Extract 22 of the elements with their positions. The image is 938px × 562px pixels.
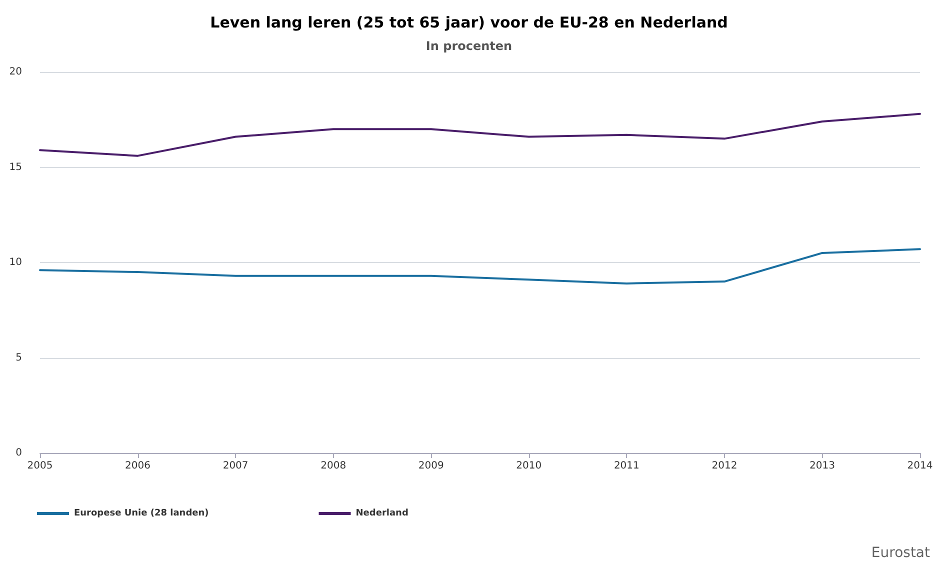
line-series [39,248,921,284]
chart-title: Leven lang leren (25 tot 65 jaar) voor de EU-28 en Nederland [210,14,728,32]
y-tick-label: 0 [16,448,22,458]
x-tick-label: 2014 [907,460,933,472]
text: Eurostat [871,545,931,561]
x-tick-label: 2006 [125,460,151,472]
x-tick-label: 2011 [614,460,640,472]
y-tick-label: 5 [16,352,22,364]
x-tick-label: 2007 [222,460,248,472]
chart-subtitle: In procenten [426,39,512,53]
legend-label: Europese Unie (28 landen) [74,508,209,518]
legend-label: Nederland [356,508,408,518]
x-tick-label: 2012 [712,460,738,472]
y-tick-label: 10 [9,257,22,268]
x-tick-label: 2005 [27,460,53,472]
line-series [39,112,921,157]
x-tick-label: 2010 [516,460,542,472]
x-tick-label: 2009 [418,460,444,472]
y-tick-label: 15 [9,162,22,173]
x-tick-label: 2013 [809,460,835,472]
y-tick-label: 20 [9,66,22,78]
x-tick-label: 2008 [320,460,346,472]
